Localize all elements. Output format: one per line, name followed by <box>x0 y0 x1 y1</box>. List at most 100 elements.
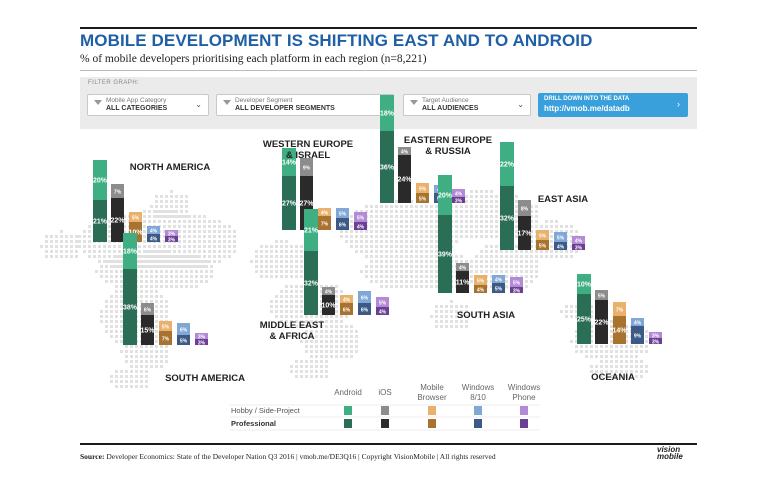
map-dot <box>430 225 433 228</box>
bar-professional <box>340 303 353 315</box>
map-dot <box>545 255 548 258</box>
map-dot <box>600 365 603 368</box>
map-dot <box>300 340 303 343</box>
map-dot <box>45 235 48 238</box>
map-dot <box>165 350 168 353</box>
map-dot <box>130 375 133 378</box>
map-dot <box>110 380 113 383</box>
map-dot <box>330 335 333 338</box>
map-dot <box>233 245 236 248</box>
bar-professional <box>438 215 452 293</box>
map-dot <box>360 245 363 248</box>
map-dot <box>88 225 91 228</box>
map-dot <box>375 250 378 253</box>
map-dot <box>265 265 268 268</box>
map-dot <box>570 310 573 313</box>
map-dot <box>120 320 123 323</box>
map-dot <box>530 205 533 208</box>
map-dot <box>108 245 111 248</box>
map-dot <box>188 255 191 258</box>
map-dot <box>520 250 523 253</box>
bar-professional <box>141 315 154 345</box>
map-dot <box>400 205 403 208</box>
map-dot <box>300 305 303 308</box>
map-dot <box>465 260 468 263</box>
bar-professional <box>595 300 608 344</box>
map-dot <box>395 285 398 288</box>
map-dot <box>143 260 146 263</box>
map-dot <box>370 230 373 233</box>
map-dot <box>193 260 196 263</box>
map-dot <box>635 345 638 348</box>
map-dot <box>315 370 318 373</box>
map-dot <box>205 260 208 263</box>
bar-hobby <box>195 333 208 339</box>
map-dot <box>200 260 203 263</box>
map-dot <box>380 260 383 263</box>
map-dot <box>390 245 393 248</box>
legend-swatch-hobby <box>474 406 482 415</box>
map-dot <box>155 365 158 368</box>
map-dot <box>460 325 463 328</box>
map-dot <box>475 195 478 198</box>
map-dot <box>430 315 433 318</box>
bar-hobby <box>518 200 531 216</box>
map-dot <box>143 215 146 218</box>
map-dot <box>420 240 423 243</box>
map-dot <box>605 365 608 368</box>
map-dot <box>155 290 158 293</box>
map-dot <box>295 275 298 278</box>
map-dot <box>480 250 483 253</box>
map-dot <box>143 245 146 248</box>
map-dot <box>460 305 463 308</box>
legend-swatch-professional <box>428 419 436 428</box>
map-dot <box>565 230 568 233</box>
map-dot <box>520 260 523 263</box>
label-hobby: 4% <box>150 229 158 235</box>
map-dot <box>110 375 113 378</box>
map-dot <box>590 325 593 328</box>
map-dot <box>65 240 68 243</box>
map-dot <box>280 270 283 273</box>
map-dot <box>183 240 186 243</box>
map-dot <box>350 325 353 328</box>
map-dot <box>275 315 278 318</box>
bar-professional <box>159 331 172 345</box>
map-dot <box>270 270 273 273</box>
map-dot <box>535 250 538 253</box>
bar-hobby <box>456 263 469 271</box>
map-dot <box>495 200 498 203</box>
drill-down-button[interactable]: DRILL DOWN INTO THE DATA http://vmob.me/… <box>538 93 688 117</box>
map-dot <box>435 275 438 278</box>
map-dot <box>405 255 408 258</box>
map-dot <box>195 255 198 258</box>
map-dot <box>275 310 278 313</box>
region-label: MIDDLE EAST <box>260 320 325 331</box>
map-dot <box>395 200 398 203</box>
map-dot <box>640 365 643 368</box>
map-dot <box>415 220 418 223</box>
filter-target-audience[interactable]: Target Audience ALL AUDIENCES ⌄ <box>403 94 531 116</box>
map-dot <box>120 330 123 333</box>
label-professional: 36% <box>380 165 395 172</box>
drill-down-url[interactable]: http://vmob.me/datadb <box>544 104 630 113</box>
map-dot <box>70 235 73 238</box>
map-dot <box>320 330 323 333</box>
map-dot <box>430 280 433 283</box>
map-dot <box>143 265 146 268</box>
map-dot <box>630 345 633 348</box>
map-dot <box>425 215 428 218</box>
filter-app-category[interactable]: Mobile App Category ALL CATEGORIES ⌄ <box>87 94 209 116</box>
label-professional: 11% <box>456 280 470 287</box>
map-dot <box>420 220 423 223</box>
map-dot <box>515 250 518 253</box>
label-professional: 3% <box>455 199 463 205</box>
map-dot <box>405 270 408 273</box>
map-dot <box>460 210 463 213</box>
map-dot <box>355 230 358 233</box>
map-dot <box>615 355 618 358</box>
map-dot <box>470 265 473 268</box>
map-dot <box>410 205 413 208</box>
map-dot <box>510 265 513 268</box>
map-dot <box>320 285 323 288</box>
